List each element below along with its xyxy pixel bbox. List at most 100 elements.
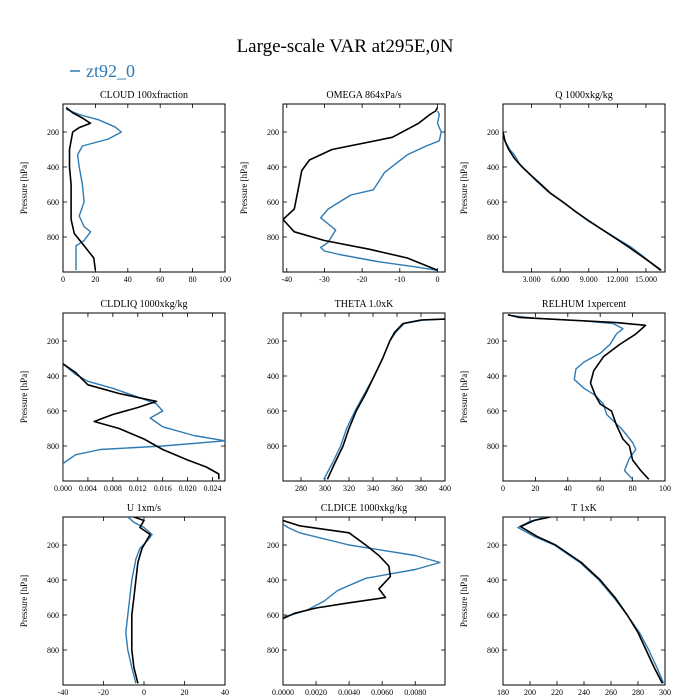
- x-tick-label: 100: [219, 275, 231, 284]
- panel-title: Q 1000xkg/kg: [555, 90, 613, 101]
- series-line-obs: [65, 106, 97, 271]
- y-tick-label: 800: [47, 442, 59, 451]
- x-tick-label: 12.000: [606, 275, 628, 284]
- y-tick-label: 600: [267, 198, 279, 207]
- x-tick-label: 20: [181, 688, 189, 697]
- y-tick-label: 200: [47, 541, 59, 550]
- figure-title: Large-scale VAR at295E,0N: [237, 36, 454, 57]
- x-tick-label: 260: [605, 688, 617, 697]
- plot-frame: [282, 103, 446, 273]
- x-tick-label: 0.004: [79, 484, 97, 493]
- plot-frame: [502, 516, 666, 686]
- x-tick-label: 20: [531, 484, 539, 493]
- panel-title: CLOUD 100xfraction: [100, 90, 188, 101]
- panel-title: CLDLIQ 1000xkg/kg: [101, 299, 188, 310]
- panel-title: OMEGA 864xPa/s: [326, 90, 401, 101]
- x-tick-label: 300: [319, 484, 331, 493]
- series-line-obs: [507, 314, 650, 480]
- x-tick-label: 0.0040: [338, 688, 360, 697]
- y-tick-label: 200: [267, 128, 279, 137]
- y-tick-label: 200: [267, 337, 279, 346]
- x-tick-label: 380: [415, 484, 427, 493]
- y-tick-label: 200: [47, 128, 59, 137]
- x-tick-label: 220: [551, 688, 563, 697]
- panel-title: U 1xm/s: [127, 503, 161, 514]
- x-tick-label: 60: [156, 275, 164, 284]
- y-tick-label: 400: [47, 372, 59, 381]
- x-tick-label: 0.024: [204, 484, 222, 493]
- plot-frame: [62, 103, 226, 273]
- chart-panel-7: U 1xm/s -40 -20 0 20 40 200 400 600 800 Pressure […: [19, 503, 229, 697]
- x-tick-label: 9.000: [580, 275, 598, 284]
- x-tick-label: 200: [524, 688, 536, 697]
- x-tick-label: 0.016: [154, 484, 172, 493]
- x-tick-label: -10: [394, 275, 405, 284]
- panel-title: T 1xK: [571, 503, 597, 514]
- legend-label: zt92_0: [86, 61, 135, 81]
- y-tick-label: 800: [267, 233, 279, 242]
- x-tick-label: 20: [91, 275, 99, 284]
- chart-panel-8: CLDICE 1000xkg/kg 0.0000 0.0020 0.0040 0.006…: [267, 503, 446, 697]
- x-tick-label: 0.012: [129, 484, 147, 493]
- x-tick-label: 0.0000: [272, 688, 294, 697]
- x-tick-label: 3.000: [523, 275, 541, 284]
- x-tick-label: 240: [578, 688, 590, 697]
- series-line-model: [320, 110, 442, 271]
- y-tick-label: 800: [47, 233, 59, 242]
- x-tick-label: 320: [343, 484, 355, 493]
- series-line-obs: [326, 318, 445, 480]
- x-tick-label: 15.000: [635, 275, 657, 284]
- y-axis-label: Pressure [hPa]: [19, 371, 29, 423]
- x-tick-label: 360: [391, 484, 403, 493]
- x-tick-label: 0.000: [54, 484, 72, 493]
- series-line-model: [283, 523, 441, 618]
- y-tick-label: 600: [47, 198, 59, 207]
- y-tick-label: 600: [487, 407, 499, 416]
- series-line-obs: [131, 517, 151, 684]
- series-line-model: [323, 318, 445, 480]
- chart-panel-1: CLOUD 100xfraction 0 20 40 60 80 100 200 400 600 8…: [19, 90, 231, 284]
- y-tick-label: 200: [487, 337, 499, 346]
- x-tick-label: -30: [319, 275, 330, 284]
- plot-frame: [282, 312, 446, 482]
- panel-title: THETA 1.0xK: [335, 299, 394, 310]
- series-line-model: [65, 108, 122, 271]
- y-tick-label: 600: [47, 611, 59, 620]
- plot-frame: [62, 312, 226, 482]
- y-tick-label: 600: [267, 407, 279, 416]
- y-tick-label: 400: [267, 576, 279, 585]
- chart-panel-4: CLDLIQ 1000xkg/kg 0.000 0.004 0.008 0.012 0.0…: [19, 299, 226, 493]
- chart-panel-6: RELHUM 1xpercent 0 20 40 60 80 100 200 400 600 800…: [459, 299, 671, 493]
- x-tick-label: 0: [142, 688, 146, 697]
- chart-panel-3: Q 1000xkg/kg 3.000 6.000 9.000 12.000 15.000 2…: [459, 90, 666, 284]
- x-tick-label: 0.020: [179, 484, 197, 493]
- panel-title: CLDICE 1000xkg/kg: [321, 503, 407, 514]
- series-line-model: [511, 314, 637, 480]
- x-tick-label: 6.000: [551, 275, 569, 284]
- series-line-obs: [283, 107, 439, 272]
- x-tick-label: 0: [435, 275, 439, 284]
- series-line-obs: [63, 363, 220, 480]
- x-tick-label: 280: [295, 484, 307, 493]
- x-tick-label: 100: [659, 484, 671, 493]
- y-tick-label: 800: [487, 646, 499, 655]
- chart-panel-5: THETA 1.0xK 280 300 320 340 360 380 400 200 400 60…: [267, 299, 451, 493]
- x-tick-label: 180: [497, 688, 509, 697]
- y-tick-label: 200: [487, 541, 499, 550]
- y-axis-label: Pressure [hPa]: [459, 371, 469, 423]
- x-tick-label: 60: [596, 484, 604, 493]
- y-axis-label: Pressure [hPa]: [239, 162, 249, 214]
- y-tick-label: 400: [487, 163, 499, 172]
- x-tick-label: 0.0060: [371, 688, 393, 697]
- series-line-obs: [283, 519, 392, 620]
- series-line-obs: [503, 131, 662, 271]
- chart-panel-2: OMEGA 864xPa/s -40 -30 -20 -10 0 200 400 600 800 P…: [239, 90, 446, 284]
- x-tick-label: 0: [61, 275, 65, 284]
- series-line-model: [63, 363, 225, 480]
- legend: zt92_0: [70, 61, 135, 81]
- x-tick-label: 280: [632, 688, 644, 697]
- y-tick-label: 600: [487, 611, 499, 620]
- x-tick-label: 0.0080: [404, 688, 426, 697]
- x-tick-label: 80: [189, 275, 197, 284]
